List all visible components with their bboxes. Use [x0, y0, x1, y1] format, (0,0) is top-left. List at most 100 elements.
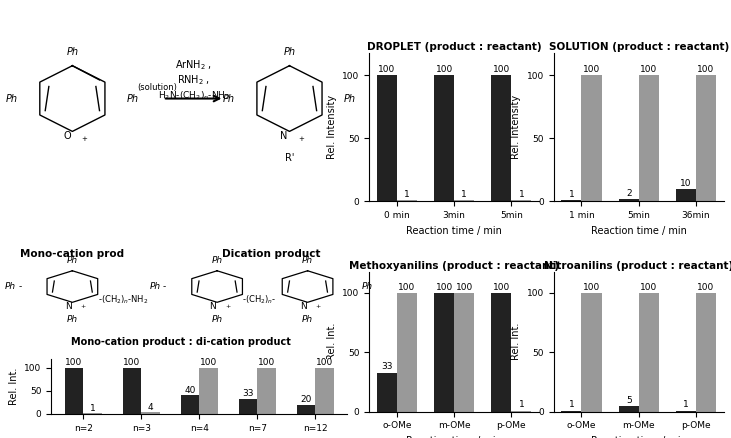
- Text: Substituent effects: Substituent effects: [474, 234, 618, 247]
- Bar: [491, 293, 512, 412]
- Text: N: N: [64, 302, 72, 311]
- Bar: [64, 367, 83, 414]
- Bar: [454, 293, 474, 412]
- Bar: [561, 200, 581, 201]
- X-axis label: Reaction time / min: Reaction time / min: [406, 226, 502, 236]
- Text: 33: 33: [381, 362, 393, 371]
- Text: Ph: Ph: [67, 256, 78, 265]
- Text: 100: 100: [697, 65, 715, 74]
- Text: 100: 100: [640, 283, 657, 292]
- Text: 100: 100: [583, 65, 600, 74]
- Text: +: +: [225, 304, 230, 309]
- X-axis label: Reaction time / min: Reaction time / min: [406, 436, 502, 438]
- Text: Mono-cation product : di-cation product: Mono-cation product : di-cation product: [71, 337, 291, 346]
- Text: 1: 1: [569, 400, 575, 410]
- Text: 100: 100: [378, 65, 395, 74]
- Text: 100: 100: [258, 358, 275, 367]
- Text: 100: 100: [493, 283, 510, 292]
- Text: 100: 100: [398, 283, 415, 292]
- Text: N: N: [300, 302, 306, 311]
- Text: 1: 1: [404, 190, 410, 199]
- Bar: [377, 373, 397, 412]
- Text: RNH$_2$ ,: RNH$_2$ ,: [177, 73, 210, 87]
- Text: 100: 100: [65, 358, 83, 367]
- Text: 100: 100: [493, 65, 510, 74]
- Text: -: -: [18, 282, 21, 291]
- Bar: [696, 75, 716, 201]
- Text: 10: 10: [680, 179, 692, 187]
- Text: +: +: [81, 136, 87, 142]
- Bar: [618, 199, 639, 201]
- Text: 100: 100: [200, 358, 217, 367]
- Text: 1: 1: [518, 190, 524, 199]
- Bar: [141, 412, 160, 414]
- Text: Intercharge distance effect: Intercharge distance effect: [79, 229, 283, 242]
- Title: Methoxyanilins (product : reactant): Methoxyanilins (product : reactant): [349, 261, 559, 271]
- Text: 100: 100: [124, 358, 140, 367]
- Bar: [83, 413, 102, 414]
- Text: -(CH$_2$)$_n$-: -(CH$_2$)$_n$-: [243, 294, 277, 306]
- Text: Ph: Ph: [150, 282, 161, 291]
- Bar: [581, 75, 602, 201]
- Text: 100: 100: [640, 65, 657, 74]
- Bar: [377, 75, 397, 201]
- Bar: [238, 399, 257, 414]
- Text: +: +: [298, 136, 304, 142]
- Bar: [397, 293, 417, 412]
- Bar: [696, 293, 716, 412]
- Text: Ph: Ph: [302, 256, 313, 265]
- Text: O: O: [63, 131, 71, 141]
- Text: 40: 40: [184, 386, 196, 395]
- Bar: [512, 200, 531, 201]
- X-axis label: Reaction time / min: Reaction time / min: [591, 226, 686, 236]
- Text: N: N: [209, 302, 216, 311]
- Text: 100: 100: [436, 283, 452, 292]
- Text: 2: 2: [626, 189, 632, 198]
- Text: R': R': [285, 153, 294, 163]
- Text: 1: 1: [683, 400, 689, 410]
- Bar: [181, 396, 199, 414]
- Text: Ph: Ph: [284, 47, 295, 57]
- Text: +: +: [316, 304, 321, 309]
- Text: -: -: [163, 282, 166, 291]
- Text: Ph: Ph: [67, 315, 78, 324]
- Text: Ph: Ph: [362, 282, 373, 291]
- Text: 5: 5: [626, 396, 632, 405]
- X-axis label: Reaction time / min: Reaction time / min: [591, 436, 686, 438]
- Text: Mono-cation prod: Mono-cation prod: [20, 249, 124, 258]
- Text: 100: 100: [436, 65, 452, 74]
- Bar: [581, 293, 602, 412]
- Text: +: +: [80, 304, 86, 309]
- Text: -(CH$_2$)$_n$-NH$_2$: -(CH$_2$)$_n$-NH$_2$: [98, 294, 148, 306]
- Bar: [397, 200, 417, 201]
- Bar: [434, 75, 454, 201]
- Text: Ph: Ph: [67, 47, 78, 57]
- Text: Reaction Rate (pyrylium+p-OMe aniline): Reaction Rate (pyrylium+p-OMe aniline): [395, 15, 697, 28]
- Text: Dication product: Dication product: [222, 249, 321, 258]
- Text: 1: 1: [90, 404, 95, 413]
- Bar: [639, 293, 659, 412]
- Text: Ph: Ph: [211, 315, 223, 324]
- Bar: [676, 410, 696, 412]
- Text: 20: 20: [300, 395, 311, 404]
- Text: Ph: Ph: [223, 94, 235, 103]
- Text: 1: 1: [461, 190, 467, 199]
- Y-axis label: Rel. Int.: Rel. Int.: [9, 368, 19, 405]
- Y-axis label: Rel. Intensity: Rel. Intensity: [327, 95, 337, 159]
- Text: 1: 1: [518, 400, 524, 410]
- Text: 1: 1: [569, 190, 575, 199]
- Y-axis label: Rel. Int.: Rel. Int.: [327, 323, 337, 360]
- Text: (solution): (solution): [137, 83, 178, 92]
- Text: 4: 4: [148, 403, 154, 412]
- Title: Nitroanilins (product : reactant): Nitroanilins (product : reactant): [544, 261, 731, 271]
- Bar: [561, 410, 581, 412]
- Bar: [199, 367, 218, 414]
- Text: Ph: Ph: [126, 94, 139, 103]
- Bar: [315, 367, 334, 414]
- Bar: [454, 200, 474, 201]
- Bar: [618, 406, 639, 412]
- Text: ArNH$_2$ ,: ArNH$_2$ ,: [175, 58, 212, 72]
- Bar: [123, 367, 141, 414]
- Bar: [297, 405, 315, 414]
- Text: 100: 100: [455, 283, 473, 292]
